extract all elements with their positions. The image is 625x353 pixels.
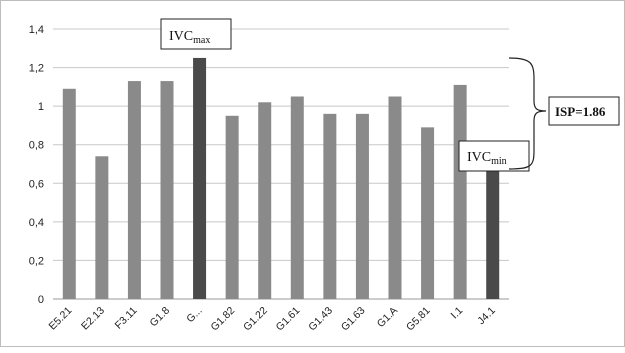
bar (323, 113, 337, 299)
x-tick-label: E2.13 (79, 305, 107, 333)
x-tick-label: G1.8 (148, 305, 173, 330)
min-callout-sub: min (491, 156, 507, 167)
x-tick-label: G... (184, 305, 204, 325)
max-callout-text: IVCmax (169, 29, 210, 46)
y-tick-label: 0,4 (29, 217, 44, 229)
bar (127, 81, 141, 299)
range-callout-text: ISP=1.86 (555, 104, 606, 119)
x-tick-label: E5.21 (47, 305, 75, 333)
x-tick-label: F3.11 (113, 305, 140, 332)
bar (62, 88, 76, 300)
x-axis-ticks: E5.21 E2.13 F3.11 G1.8 G... G1.82 G1.22 G1.61 G1… (47, 305, 498, 334)
max-callout-main: IVC (169, 29, 193, 44)
x-tick-label: G1.63 (339, 305, 368, 334)
range-callout: ISP=1.86 (548, 96, 620, 126)
bar (290, 96, 304, 299)
max-callout-box (160, 18, 232, 50)
range-brace (508, 57, 547, 170)
min-callout: IVCmin (458, 140, 530, 172)
y-tick-label: 1,2 (29, 63, 44, 75)
y-tick-label: 0,8 (29, 140, 44, 152)
gridlines (53, 28, 509, 300)
max-callout: IVCmax (160, 18, 232, 50)
bar (258, 102, 272, 300)
x-tick-label: G1.43 (306, 305, 335, 334)
max-callout-sub: max (193, 35, 210, 46)
range-callout-box (548, 96, 620, 126)
x-tick-label: G1.82 (209, 305, 238, 334)
bar (95, 156, 109, 299)
y-tick-label: 0 (38, 294, 44, 306)
x-tick-label: G1.61 (274, 305, 303, 334)
bar (193, 57, 207, 299)
x-tick-label: J4.1 (475, 305, 498, 328)
min-callout-text: IVCmin (467, 150, 507, 167)
x-tick-label: G5.81 (404, 305, 433, 334)
y-tick-label: 1,4 (29, 24, 44, 36)
min-callout-main: IVC (467, 150, 491, 165)
bar (160, 81, 174, 299)
x-tick-label: G1.A (375, 305, 400, 330)
y-tick-label: 0,2 (29, 255, 44, 267)
y-axis-ticks: 0 0,2 0,4 0,6 0,8 1 1,2 1,4 (29, 24, 44, 306)
bar (486, 169, 500, 299)
bar (421, 127, 435, 299)
y-tick-label: 1 (38, 101, 44, 113)
bar (453, 84, 467, 299)
bar (388, 96, 402, 299)
bars (62, 57, 500, 300)
x-tick-label: I.1 (449, 305, 466, 322)
min-callout-box (458, 140, 530, 172)
bar (225, 115, 239, 300)
bar (355, 113, 369, 299)
y-tick-label: 0,6 (29, 178, 44, 190)
x-tick-label: G1.22 (241, 305, 270, 334)
